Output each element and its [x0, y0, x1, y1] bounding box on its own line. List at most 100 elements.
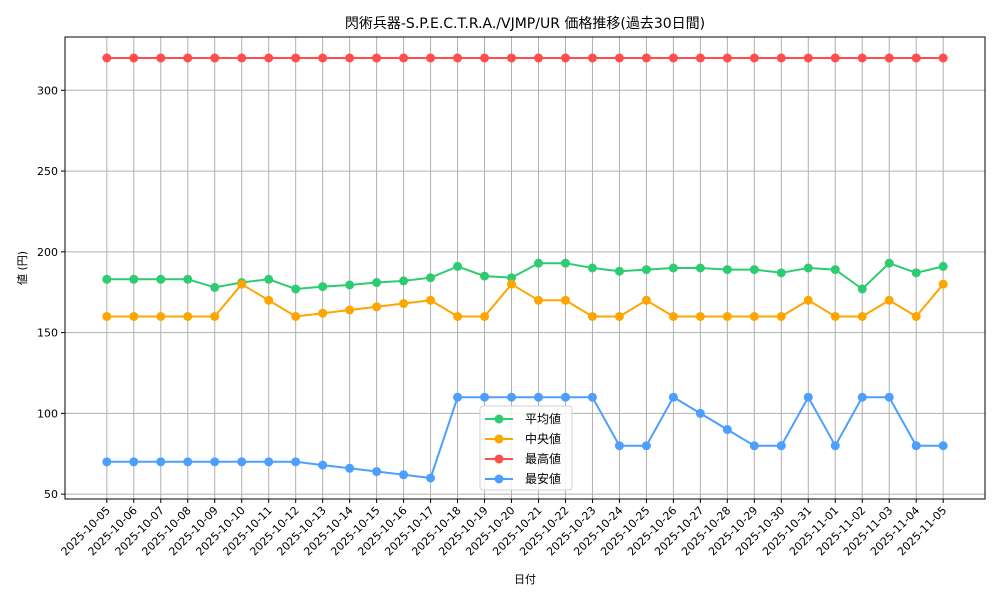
data-point — [938, 53, 948, 63]
data-point — [237, 53, 247, 63]
data-point — [560, 295, 570, 305]
data-point — [533, 295, 543, 305]
data-point — [426, 473, 436, 483]
data-point — [776, 268, 786, 278]
data-point — [156, 311, 166, 321]
y-tick-label: 150 — [37, 327, 58, 340]
data-point — [533, 53, 543, 63]
data-point — [264, 457, 274, 467]
x-axis-label: 日付 — [514, 573, 536, 586]
data-point — [722, 425, 732, 435]
data-point — [291, 53, 301, 63]
data-point — [102, 274, 112, 284]
data-point — [641, 295, 651, 305]
data-point — [291, 457, 301, 467]
data-point — [641, 53, 651, 63]
data-point — [884, 258, 894, 268]
data-point — [884, 295, 894, 305]
data-point — [884, 53, 894, 63]
data-point — [830, 441, 840, 451]
legend-box — [479, 405, 573, 491]
data-point — [129, 457, 139, 467]
chart-title: 閃術兵器-S.P.E.C.T.R.A./VJMP/UR 価格推移(過去30日間) — [345, 16, 705, 32]
data-point — [156, 53, 166, 63]
data-point — [318, 282, 328, 292]
data-point — [560, 53, 570, 63]
data-point — [803, 53, 813, 63]
data-point — [183, 457, 193, 467]
data-point — [830, 265, 840, 275]
series-layer — [102, 53, 948, 483]
data-point — [345, 280, 355, 290]
data-point — [803, 392, 813, 402]
data-point — [318, 460, 328, 470]
data-point — [560, 392, 570, 402]
y-tick-label: 250 — [37, 165, 58, 178]
legend-label: 中央値 — [525, 431, 561, 446]
legend-item: 中央値 — [485, 431, 561, 446]
series-line — [106, 262, 944, 291]
data-point — [507, 392, 517, 402]
data-point — [237, 457, 247, 467]
data-point — [614, 53, 624, 63]
data-point — [291, 311, 301, 321]
data-point — [507, 273, 517, 283]
data-point — [911, 441, 921, 451]
data-point — [749, 311, 759, 321]
data-point — [776, 53, 786, 63]
data-point — [345, 463, 355, 473]
x-axis-ticks: 2025-10-052025-10-062025-10-072025-10-08… — [59, 499, 949, 558]
data-point — [695, 263, 705, 273]
data-point — [776, 441, 786, 451]
y-tick-label: 50 — [44, 488, 58, 501]
data-point — [426, 273, 436, 283]
data-point — [426, 295, 436, 305]
data-point — [695, 311, 705, 321]
data-point — [129, 311, 139, 321]
data-point — [884, 392, 894, 402]
legend-label: 平均値 — [525, 411, 561, 426]
series-3 — [102, 392, 948, 483]
data-point — [911, 311, 921, 321]
series-line — [106, 282, 944, 318]
data-point — [102, 457, 112, 467]
data-point — [695, 53, 705, 63]
data-point — [210, 282, 220, 292]
y-tick-label: 300 — [37, 84, 58, 97]
series-2 — [102, 53, 948, 63]
data-point — [507, 53, 517, 63]
legend-item: 最安値 — [485, 471, 561, 486]
data-point — [533, 392, 543, 402]
data-point — [399, 276, 409, 286]
data-point — [102, 53, 112, 63]
y-tick-label: 100 — [37, 407, 58, 420]
data-point — [668, 53, 678, 63]
data-point — [345, 53, 355, 63]
data-point — [587, 263, 597, 273]
data-point — [803, 295, 813, 305]
data-point — [480, 311, 490, 321]
legend-marker-icon — [494, 474, 504, 484]
data-point — [480, 53, 490, 63]
data-point — [749, 441, 759, 451]
data-point — [102, 311, 112, 321]
y-axis-label: 値 (円) — [16, 251, 29, 285]
data-point — [722, 311, 732, 321]
data-point — [453, 53, 463, 63]
data-point — [722, 265, 732, 275]
legend-label: 最高値 — [525, 451, 561, 466]
data-point — [372, 53, 382, 63]
data-point — [830, 53, 840, 63]
y-tick-label: 200 — [37, 246, 58, 259]
data-point — [453, 311, 463, 321]
data-point — [938, 441, 948, 451]
legend-item: 平均値 — [485, 411, 561, 426]
data-point — [668, 392, 678, 402]
data-point — [480, 392, 490, 402]
data-point — [372, 278, 382, 288]
data-point — [587, 392, 597, 402]
data-point — [183, 311, 193, 321]
data-point — [399, 299, 409, 309]
data-point — [857, 311, 867, 321]
